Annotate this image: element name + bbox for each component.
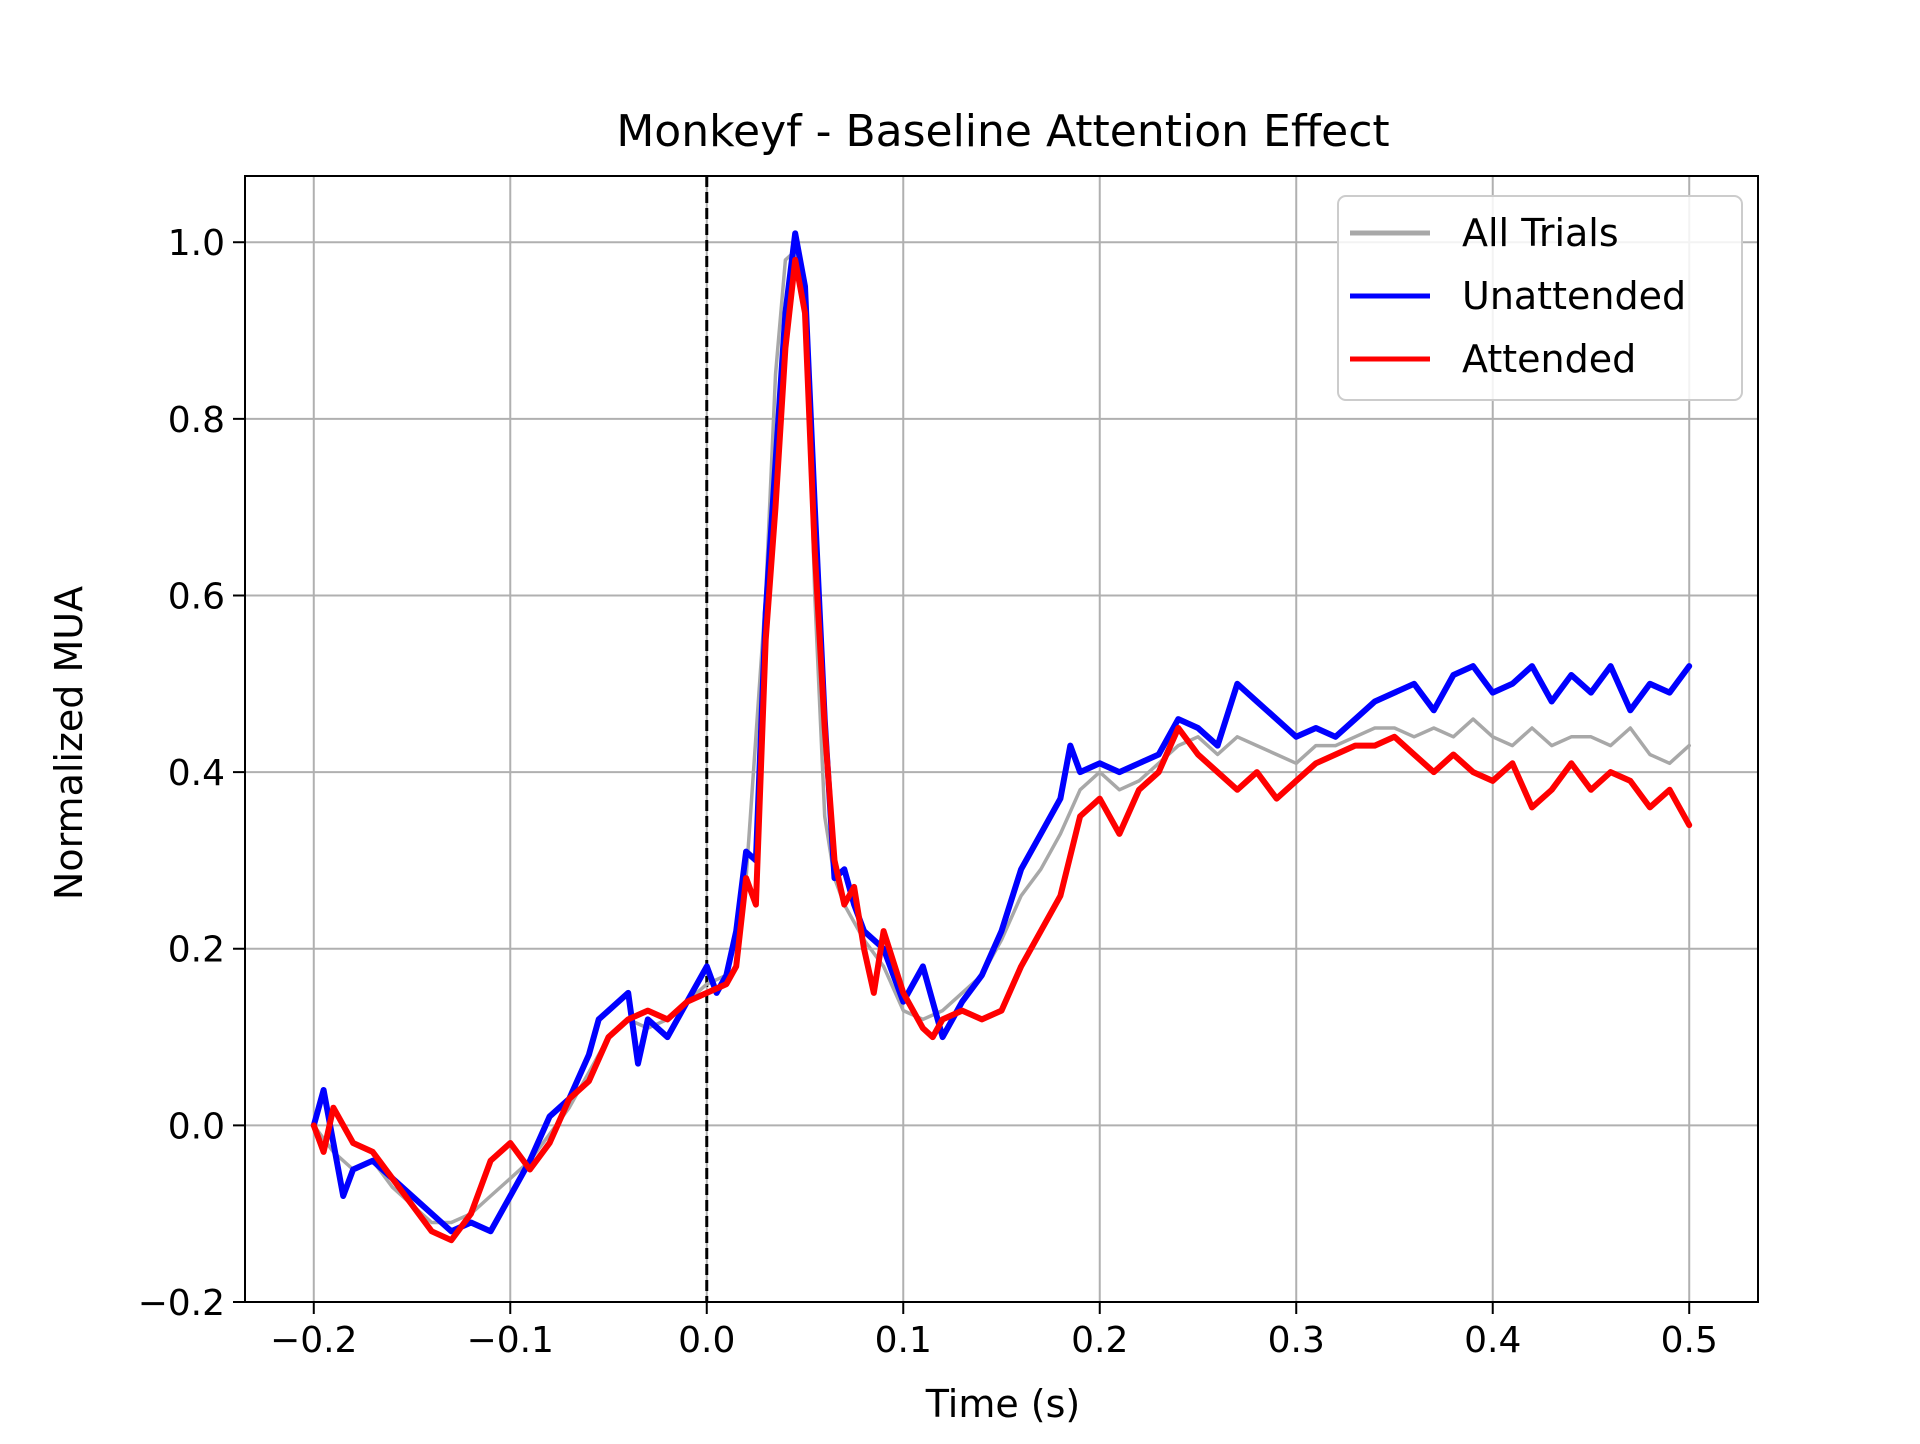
x-tick-label: 0.3 xyxy=(1268,1320,1325,1361)
x-ticks: −0.2 −0.1 0.0 0.1 0.2 0.3 0.4 0.5 xyxy=(270,1302,1718,1361)
chart-title: Monkeyf - Baseline Attention Effect xyxy=(616,106,1389,157)
y-tick-label: 0.0 xyxy=(168,1106,225,1147)
x-axis-label: Time (s) xyxy=(925,1382,1081,1426)
legend-label-attended: Attended xyxy=(1462,337,1636,381)
y-ticks: −0.2 0.0 0.2 0.4 0.6 0.8 1.0 xyxy=(138,223,245,1324)
legend-box xyxy=(1337,195,1743,401)
y-tick-label: 0.8 xyxy=(168,400,225,441)
legend-label-unattended: Unattended xyxy=(1462,274,1686,318)
plot-frame xyxy=(244,175,1759,1303)
series-line-attended xyxy=(310,256,1693,1244)
x-tick-label: 0.0 xyxy=(678,1320,735,1361)
series-line-unattended xyxy=(310,230,1693,1235)
y-tick-label: 0.2 xyxy=(168,930,225,971)
y-axis-label: Normalized MUA xyxy=(47,586,91,900)
x-tick-label: 0.1 xyxy=(875,1320,932,1361)
series-layer xyxy=(310,230,1693,1244)
x-tick-label: −0.2 xyxy=(270,1320,357,1361)
legend-label-all-trials: All Trials xyxy=(1462,211,1619,255)
x-tick-label: −0.1 xyxy=(467,1320,554,1361)
y-tick-label: 0.4 xyxy=(168,753,225,794)
x-tick-label: 0.4 xyxy=(1464,1320,1521,1361)
y-tick-label: −0.2 xyxy=(138,1283,225,1324)
y-tick-label: 0.6 xyxy=(168,576,225,617)
legend: All Trials Unattended Attended xyxy=(1337,195,1743,401)
x-tick-label: 0.5 xyxy=(1661,1320,1718,1361)
x-tick-label: 0.2 xyxy=(1071,1320,1128,1361)
y-tick-label: 1.0 xyxy=(168,223,225,264)
